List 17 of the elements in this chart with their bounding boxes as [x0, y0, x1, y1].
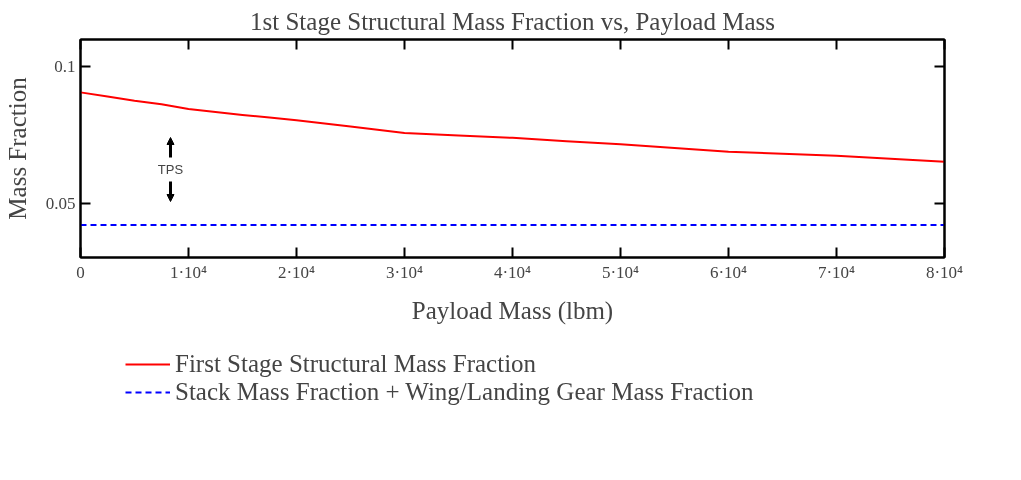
x-tick-label: 2·10⁴ — [277, 262, 316, 282]
x-tick-label: 0 — [76, 262, 85, 282]
x-tick-label: 1·10⁴ — [169, 262, 208, 282]
y-axis-title: Mass Fraction — [3, 76, 31, 220]
legend-label: First Stage Structural Mass Fraction — [175, 350, 537, 378]
y-tick-label: 0.1 — [54, 57, 76, 77]
x-tick-label: 8·10⁴ — [925, 262, 964, 282]
chart-title: 1st Stage Structural Mass Fraction vs, Payload Mass — [250, 7, 775, 35]
y-tick-label: 0.05 — [45, 193, 76, 213]
legend-label: Stack Mass Fraction + Wing/Landing Gear Mass Fraction — [175, 378, 754, 406]
x-tick-label: 5·10⁴ — [601, 262, 640, 282]
x-tick-label: 3·10⁴ — [385, 262, 424, 282]
annotation: TPS — [157, 162, 184, 177]
x-tick-label: 7·10⁴ — [817, 262, 856, 282]
x-tick-label: 4·10⁴ — [493, 262, 532, 282]
x-tick-label: 6·10⁴ — [709, 262, 748, 282]
x-axis-title: Payload Mass (lbm) — [411, 296, 614, 325]
